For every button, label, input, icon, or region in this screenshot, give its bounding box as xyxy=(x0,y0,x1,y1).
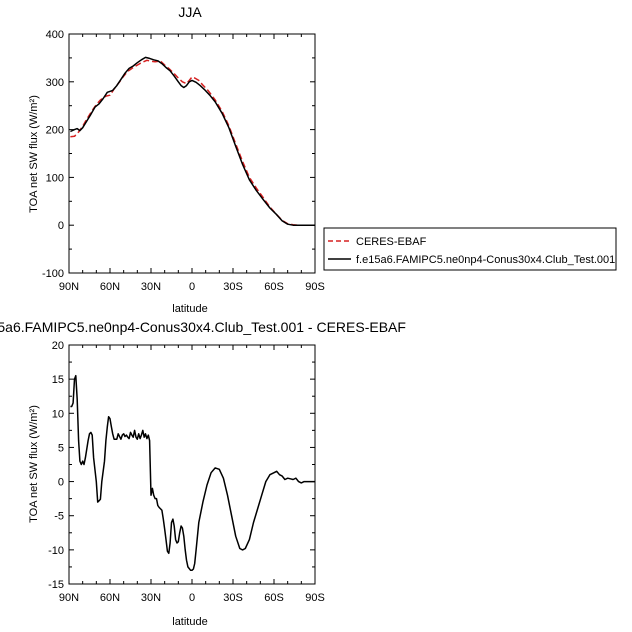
x-axis-label: latitude xyxy=(172,303,207,315)
y-tick-label: 400 xyxy=(46,29,64,41)
plot-frame xyxy=(68,344,316,585)
x-tick-label: 60N xyxy=(100,592,120,604)
x-tick-label: 90S xyxy=(305,592,325,604)
y-axis-label: TOA net SW flux (W/m²) xyxy=(28,405,40,523)
chart-title: JJA xyxy=(178,4,202,20)
y-tick-label: 15 xyxy=(52,374,64,386)
y-tick-label: 0 xyxy=(58,220,64,232)
legend-label-model: f.e15a6.FAMIPC5.ne0np4-Conus30x4.Club_Te… xyxy=(356,254,615,266)
y-tick-label: -5 xyxy=(54,511,64,523)
legend: CERES-EBAF f.e15a6.FAMIPC5.ne0np4-Conus3… xyxy=(323,227,617,271)
plot-frame xyxy=(68,33,316,274)
plot-area: 90N 60N 30N 0 30S 60S 90S -100 0 100 200 300 400 xyxy=(42,29,325,293)
y-tick-label: 20 xyxy=(52,340,64,352)
y-tick-label: 200 xyxy=(46,125,64,137)
y-tick-label: 100 xyxy=(46,172,64,184)
y-tick-label: 5 xyxy=(58,442,64,454)
plot-area: 90N 60N 30N 0 30S 60S 90S -15 -10 -5 0 5 10 15 20 xyxy=(48,340,325,604)
legend-label-ceres: CERES-EBAF xyxy=(356,236,427,248)
y-tick-label: 0 xyxy=(58,477,64,489)
x-tick-label: 90N xyxy=(59,592,79,604)
x-tick-label: 60N xyxy=(100,281,120,293)
series-line-1 xyxy=(70,56,315,226)
mean-flux-chart: JJA 90N 60N 30N 0 30S 60S 90S -100 0 100 200 300 400… xyxy=(28,4,617,315)
legend-box xyxy=(323,227,617,271)
x-tick-label: 90S xyxy=(305,281,325,293)
x-tick-label: 30S xyxy=(223,281,243,293)
x-tick-label: 0 xyxy=(189,281,195,293)
y-tick-label: 300 xyxy=(46,77,64,89)
x-tick-label: 90N xyxy=(59,281,79,293)
y-tick-label: -10 xyxy=(48,545,64,557)
x-tick-label: 30N xyxy=(141,592,161,604)
series-line-0 xyxy=(70,374,315,572)
y-tick-label: 10 xyxy=(52,408,64,420)
y-tick-label: -100 xyxy=(42,268,64,280)
chart-title: f.e15a6.FAMIPC5.ne0np4-Conus30x4.Club_Te… xyxy=(0,319,406,335)
y-tick-label: -15 xyxy=(48,579,64,591)
x-tick-label: 30S xyxy=(223,592,243,604)
x-tick-label: 60S xyxy=(264,281,284,293)
x-tick-label: 30N xyxy=(141,281,161,293)
x-tick-label: 0 xyxy=(189,592,195,604)
x-tick-label: 60S xyxy=(264,592,284,604)
y-axis-label: TOA net SW flux (W/m²) xyxy=(28,95,40,213)
difference-chart: f.e15a6.FAMIPC5.ne0np4-Conus30x4.Club_Te… xyxy=(0,319,406,628)
x-axis-label: latitude xyxy=(172,616,207,628)
series-line-0 xyxy=(70,59,315,226)
